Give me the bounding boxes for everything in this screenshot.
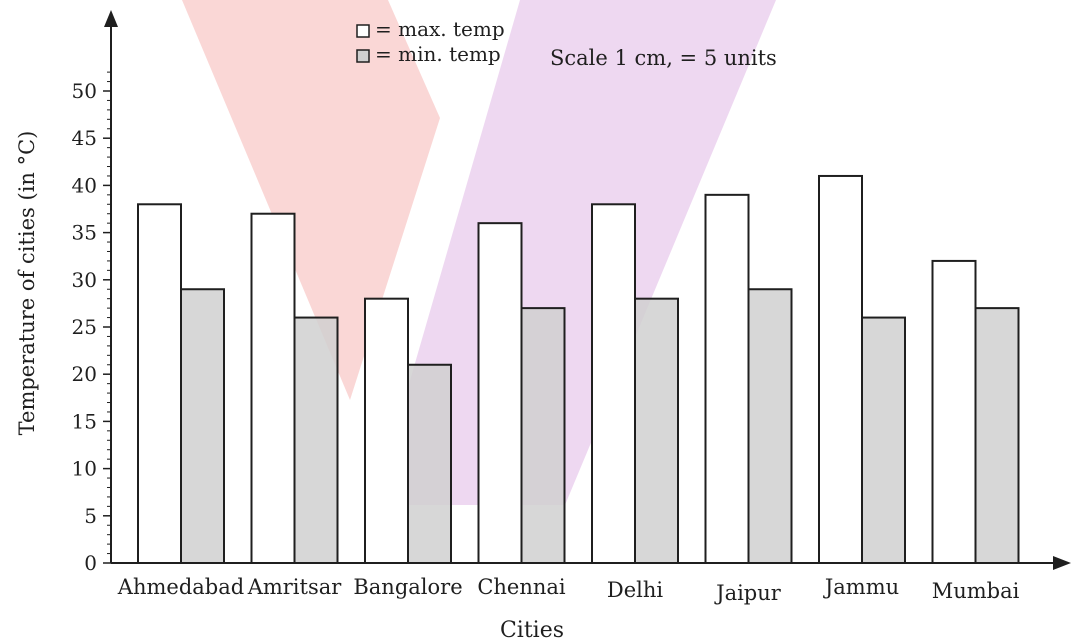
bar-min-temp [861, 316, 906, 564]
x-tick-label: Delhi [607, 578, 664, 602]
x-tick-label: Chennai [477, 575, 566, 599]
bar-min-temp [634, 297, 679, 564]
x-tick-label: Mumbai [932, 579, 1020, 603]
scale-annotation: Scale 1 cm, = 5 units [550, 46, 777, 70]
x-tick-label: Ahmedabad [117, 575, 244, 599]
bar-max-temp [477, 222, 523, 564]
y-tick-labels: 0 5 10 15 20 25 30 35 40 45 50 [72, 79, 97, 575]
x-axis-title: Cities [500, 618, 564, 643]
y-major-ticks [103, 90, 111, 564]
legend-min-temp-swatch [356, 49, 370, 63]
bar-min-temp [520, 307, 566, 564]
y-tick-label: 45 [72, 126, 97, 150]
y-tick-label: 0 [84, 551, 97, 575]
bar-max-temp [704, 193, 750, 564]
bar-min-temp [747, 288, 793, 564]
y-tick-label: 5 [84, 504, 97, 528]
y-minor-ticks [107, 71, 111, 555]
bar-max-temp [137, 203, 182, 564]
y-tick-label: 50 [72, 79, 97, 103]
bar-min-temp [974, 307, 1020, 564]
x-tick-label: Bangalore [353, 575, 462, 599]
bar-min-temp [180, 288, 225, 564]
bar-min-temp [407, 363, 452, 565]
bar-max-temp [364, 297, 409, 564]
y-tick-label: 35 [72, 221, 97, 245]
bar-max-temp [250, 212, 296, 564]
legend-max-temp-swatch [356, 24, 370, 38]
x-tick-label: Jammu [823, 575, 899, 599]
y-tick-label: 25 [72, 315, 97, 339]
legend-max-temp-label: = max. temp [375, 17, 505, 41]
y-axis-title: Temperature of cities (in °C) [15, 131, 39, 436]
x-tick-label: Jaipur [714, 581, 782, 605]
y-axis-arrowhead [104, 10, 118, 27]
bar-max-temp [931, 259, 977, 564]
bar-max-temp [591, 203, 636, 564]
legend: = max. temp = min. temp [356, 17, 505, 66]
x-tick-label: Amritsar [247, 575, 343, 599]
bar-max-temp [818, 174, 863, 565]
x-axis-arrowhead [1053, 556, 1071, 570]
violet-decorative-band [374, 0, 776, 505]
bar-min-temp [293, 316, 339, 564]
y-tick-label: 20 [72, 362, 97, 386]
x-tick-labels: Ahmedabad Amritsar Bangalore Chennai Delhi Ja… [117, 575, 1020, 605]
y-tick-label: 30 [72, 268, 97, 292]
legend-min-temp-label: = min. temp [375, 42, 501, 66]
bars-layer [137, 174, 1020, 565]
y-tick-label: 10 [72, 457, 97, 481]
y-tick-label: 40 [72, 173, 97, 197]
y-tick-label: 15 [72, 409, 97, 433]
